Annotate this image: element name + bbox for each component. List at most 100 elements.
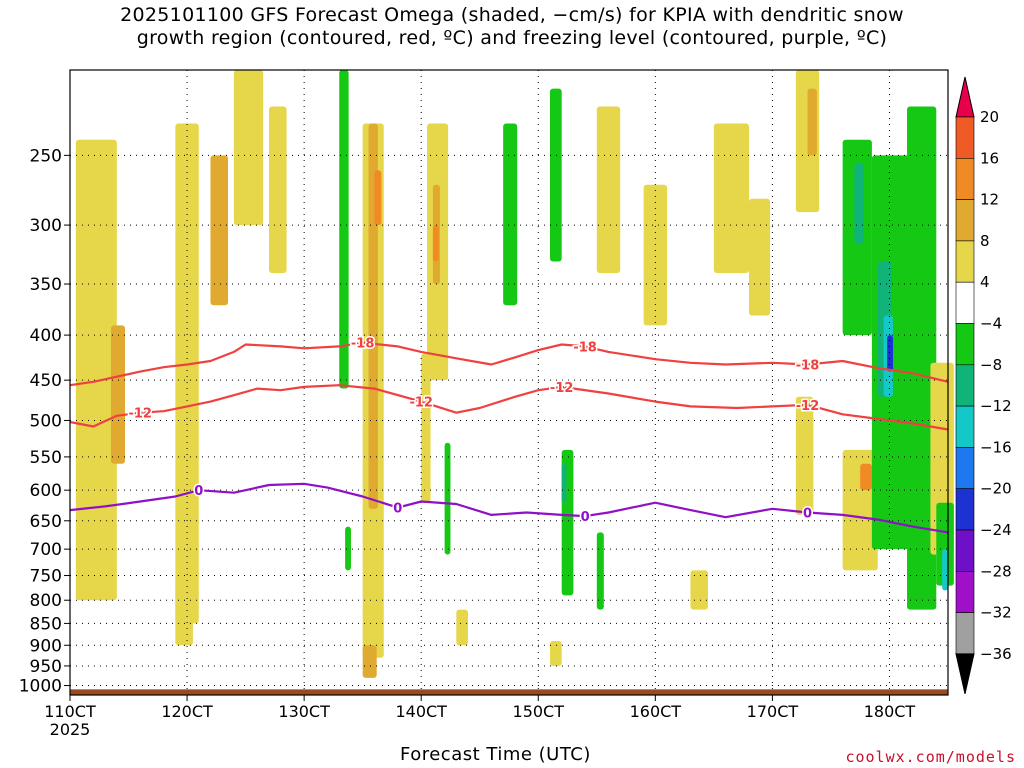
contour-label: -12 bbox=[128, 407, 152, 422]
colorbar-label: 12 bbox=[980, 191, 999, 209]
contour-label: 0 bbox=[581, 510, 590, 525]
x-tick-label: 180CT bbox=[864, 702, 916, 721]
omega-cell bbox=[444, 442, 451, 555]
y-tick-label: 500 bbox=[30, 411, 62, 431]
x-axis: 110CT 120CT 130CT 140CT 150CT 160CT 170CT 180CT… bbox=[44, 695, 915, 739]
grid-lines bbox=[69, 70, 948, 695]
omega-cell bbox=[860, 463, 872, 491]
omega-cell bbox=[690, 570, 709, 610]
y-tick-label: 300 bbox=[30, 216, 62, 236]
colorbar-swatch bbox=[955, 323, 975, 366]
y-tick-label: 850 bbox=[30, 614, 62, 634]
y-tick-label: 900 bbox=[30, 636, 62, 656]
contour-label: -12 bbox=[550, 381, 574, 396]
omega-cell bbox=[596, 532, 604, 610]
y-tick-label: 950 bbox=[30, 657, 62, 677]
y-tick-label: 700 bbox=[30, 540, 62, 560]
omega-cell bbox=[503, 123, 518, 306]
ground-fill bbox=[70, 689, 948, 695]
colorbar-swatch bbox=[955, 158, 975, 200]
x-tick-label: 160CT bbox=[630, 702, 682, 721]
colorbar-label: 4 bbox=[980, 273, 990, 291]
colorbar-swatch bbox=[955, 447, 975, 489]
colorbar-swatch bbox=[955, 116, 975, 159]
contour-label: 0 bbox=[194, 484, 203, 499]
y-tick-label: 650 bbox=[30, 512, 62, 532]
omega-shading bbox=[75, 70, 954, 678]
omega-cell bbox=[339, 70, 349, 389]
x-tick-label: 140CT bbox=[395, 702, 447, 721]
omega-cell bbox=[421, 353, 431, 503]
y-tick-label: 800 bbox=[30, 591, 62, 611]
omega-cell bbox=[75, 139, 117, 601]
colorbar: 20 16 12 8 4 −4 −8 −12 −16 −20 −24 −28 −32 −36 bbox=[955, 76, 1012, 695]
colorbar-swatch bbox=[955, 405, 975, 448]
colorbar-swatch bbox=[955, 240, 975, 283]
omega-cell bbox=[596, 106, 621, 273]
omega-cell bbox=[210, 155, 229, 306]
omega-cell bbox=[345, 526, 351, 571]
contour-lines: -18 -18 -18 -12 -12 -12 -12 0 0 0 0 bbox=[69, 335, 949, 534]
colorbar-swatch bbox=[955, 488, 975, 531]
omega-cell bbox=[549, 640, 562, 666]
contour-label: -12 bbox=[409, 396, 433, 411]
y-tick-label: 450 bbox=[30, 371, 62, 391]
colorbar-label: −24 bbox=[980, 521, 1012, 539]
omega-cell bbox=[549, 88, 562, 262]
omega-cell bbox=[936, 502, 954, 586]
x-tick-year: 2025 bbox=[50, 720, 91, 739]
colorbar-swatch bbox=[955, 364, 975, 407]
colorbar-label: −20 bbox=[980, 480, 1012, 498]
colorbar-label: −8 bbox=[980, 356, 1002, 374]
omega-cell bbox=[561, 463, 567, 503]
contour-label: -12 bbox=[796, 399, 820, 414]
colorbar-label: −36 bbox=[980, 645, 1012, 663]
contour-line bbox=[69, 341, 949, 387]
colorbar-swatch bbox=[955, 570, 975, 613]
colorbar-label: −32 bbox=[980, 604, 1012, 622]
omega-cell bbox=[643, 184, 668, 326]
plot-frame bbox=[69, 69, 949, 696]
contour-label: 0 bbox=[803, 506, 812, 521]
colorbar-bottom-arrow bbox=[955, 653, 975, 695]
contour-line bbox=[69, 384, 949, 431]
colorbar-label: 16 bbox=[980, 149, 999, 167]
colorbar-swatch bbox=[955, 529, 975, 572]
colorbar-swatch bbox=[955, 281, 975, 324]
colorbar-swatch bbox=[955, 199, 975, 242]
omega-cell bbox=[795, 396, 814, 515]
omega-cell bbox=[748, 198, 771, 316]
y-tick-label: 750 bbox=[30, 567, 62, 587]
ground-band bbox=[70, 689, 948, 695]
colorbar-label: −4 bbox=[980, 315, 1002, 333]
omega-cell bbox=[456, 609, 469, 646]
colorbar-top-arrow bbox=[955, 76, 975, 118]
y-tick-label: 350 bbox=[30, 275, 62, 295]
x-tick-label: 150CT bbox=[513, 702, 565, 721]
x-tick-label: 130CT bbox=[278, 702, 330, 721]
contour-label: 0 bbox=[393, 502, 402, 517]
omega-cell bbox=[854, 162, 864, 244]
y-tick-label: 600 bbox=[30, 481, 62, 501]
contour-label: -18 bbox=[351, 337, 375, 352]
colorbar-label: −28 bbox=[980, 562, 1012, 580]
omega-cell bbox=[374, 170, 382, 226]
y-tick-label: 400 bbox=[30, 326, 62, 346]
omega-cell bbox=[432, 225, 439, 262]
credit-link[interactable]: coolwx.com/models bbox=[845, 748, 1016, 766]
omega-cell bbox=[269, 106, 287, 273]
omega-cell bbox=[362, 645, 377, 678]
y-tick-label: 250 bbox=[30, 146, 62, 166]
contour-label: -18 bbox=[573, 340, 597, 355]
omega-cell bbox=[713, 123, 749, 273]
omega-cell bbox=[907, 106, 937, 610]
colorbar-label: −12 bbox=[980, 397, 1012, 415]
omega-cell bbox=[887, 335, 893, 372]
y-axis: 2503003504004505005506006507007508008509… bbox=[19, 146, 70, 697]
omega-cell bbox=[110, 325, 126, 464]
omega-cell bbox=[233, 70, 264, 226]
omega-cell bbox=[807, 88, 817, 156]
x-tick-label: 170CT bbox=[747, 702, 799, 721]
x-tick-label: 120CT bbox=[161, 702, 213, 721]
